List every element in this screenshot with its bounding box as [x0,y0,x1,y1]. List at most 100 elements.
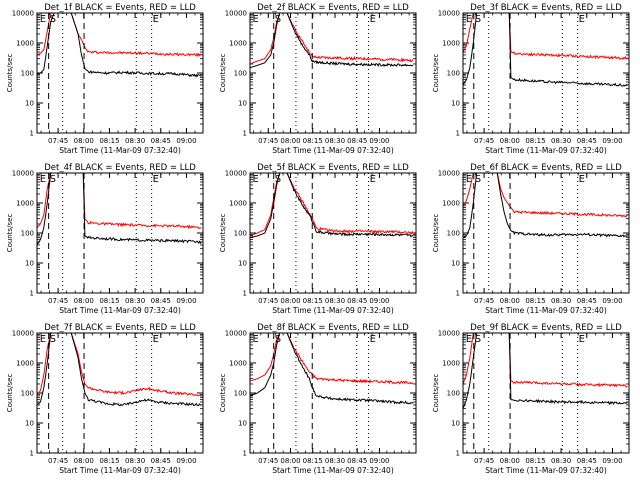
chart-title: Det_5f BLACK = Events, RED = LLD [257,163,409,173]
marker-label: E [153,334,159,345]
plot-frame [462,332,630,454]
marker-label: E [579,174,585,185]
plot-frame [249,12,417,134]
marker-label: E [153,14,159,25]
y-tick-label: 10000 [12,170,34,178]
x-tick-label: 07:45 [48,297,68,305]
series-line-events [463,173,628,239]
x-tick-label: 08:30 [125,457,145,465]
y-tick-label: 10000 [438,330,460,338]
x-tick-label: 08:15 [525,137,545,145]
plot-frame [249,172,417,294]
y-tick-label: 10000 [225,170,247,178]
x-tick-label: 07:45 [474,457,494,465]
x-tick-label: 08:15 [525,297,545,305]
x-axis-label: Start Time (11-Mar-09 07:32:40) [485,466,607,475]
y-axis-label: Counts/sec [432,214,440,253]
y-axis-label: Counts/sec [6,214,14,253]
y-tick-label: 1 [456,290,460,298]
y-tick-label: 10 [238,100,247,108]
chart-title: Det_4f BLACK = Events, RED = LLD [44,163,196,173]
series-line-events [37,13,202,78]
x-tick-label: 08:45 [347,457,367,465]
chart-panel-2: Det_2f BLACK = Events, RED = LLD Counts/s… [219,3,417,155]
marker-label: E [370,334,376,345]
plot-frame [462,172,630,294]
y-tick-label: 10000 [225,330,247,338]
x-tick-label: 09:00 [602,297,622,305]
y-tick-label: 1 [456,450,460,458]
series-line-lld [37,13,202,58]
marker-label: S [475,14,481,25]
x-axis-label: Start Time (11-Mar-09 07:32:40) [59,146,181,155]
marker-label: E [579,14,585,25]
y-tick-label: 10000 [12,330,34,338]
chart-panel-3: Det_3f BLACK = Events, RED = LLD Counts/s… [432,3,630,155]
x-tick-label: 08:15 [303,297,323,305]
y-tick-label: 1000 [16,40,34,48]
y-axis-label: Counts/sec [219,214,227,253]
y-axis-label: Counts/sec [6,54,14,93]
chart-panel-5: Det_5f BLACK = Events, RED = LLD Counts/s… [219,163,417,315]
x-tick-label: 08:45 [577,297,597,305]
chart-panel-6: Det_6f BLACK = Events, RED = LLD Counts/s… [432,163,630,315]
marker-label: E [466,174,472,185]
x-tick-label: 07:45 [258,457,278,465]
marker-label: E [40,334,46,345]
y-tick-label: 100 [21,230,34,238]
x-tick-label: 08:00 [280,297,300,305]
marker-label: S [50,14,56,25]
marker-label: E [40,14,46,25]
chart-title: Det_3f BLACK = Events, RED = LLD [470,3,622,13]
series-line-lld [463,333,628,388]
x-tick-label: 09:00 [602,457,622,465]
marker-label: S [275,174,281,185]
x-tick-label: 09:00 [369,137,389,145]
chart-panel-1: Det_1f BLACK = Events, RED = LLD Counts/s… [6,3,204,155]
y-tick-label: 10000 [12,10,34,18]
marker-label: E [466,334,472,345]
series-line-lld [250,333,414,385]
y-axis-label: Counts/sec [219,374,227,413]
x-tick-label: 07:45 [48,457,68,465]
x-axis-label: Start Time (11-Mar-09 07:32:40) [272,306,394,315]
marker-label: E [579,334,585,345]
y-tick-label: 1 [456,130,460,138]
y-tick-label: 1 [243,130,247,138]
y-tick-label: 10 [25,100,34,108]
marker-label: E [370,174,376,185]
chart-panel-9: Det_9f BLACK = Events, RED = LLD Counts/s… [432,323,630,475]
y-axis-label: Counts/sec [432,374,440,413]
chart-title: Det_1f BLACK = Events, RED = LLD [44,3,196,13]
y-tick-label: 1 [30,130,34,138]
y-axis-label: Counts/sec [219,54,227,93]
marker-label: E [370,14,376,25]
x-tick-label: 08:00 [500,137,520,145]
x-tick-label: 07:45 [474,297,494,305]
series-line-events [37,333,202,407]
x-tick-label: 08:15 [99,137,119,145]
series-line-events [463,13,628,87]
x-tick-label: 07:45 [258,137,278,145]
x-tick-label: 08:30 [551,297,571,305]
y-tick-label: 100 [447,70,460,78]
y-axis-label: Counts/sec [6,374,14,413]
x-tick-label: 08:30 [551,137,571,145]
x-axis-label: Start Time (11-Mar-09 07:32:40) [272,466,394,475]
x-axis-label: Start Time (11-Mar-09 07:32:40) [272,146,394,155]
series-line-lld [37,333,202,397]
x-tick-label: 08:00 [280,457,300,465]
x-tick-label: 08:45 [151,297,171,305]
x-tick-label: 08:45 [347,297,367,305]
y-tick-label: 100 [234,230,247,238]
x-tick-label: 08:00 [74,297,94,305]
y-tick-label: 10 [238,260,247,268]
y-tick-label: 10 [451,100,460,108]
x-tick-label: 08:15 [303,457,323,465]
x-tick-label: 08:30 [325,137,345,145]
y-tick-label: 1000 [229,40,247,48]
x-axis-label: Start Time (11-Mar-09 07:32:40) [59,306,181,315]
y-tick-label: 1000 [442,200,460,208]
y-tick-label: 1000 [442,40,460,48]
